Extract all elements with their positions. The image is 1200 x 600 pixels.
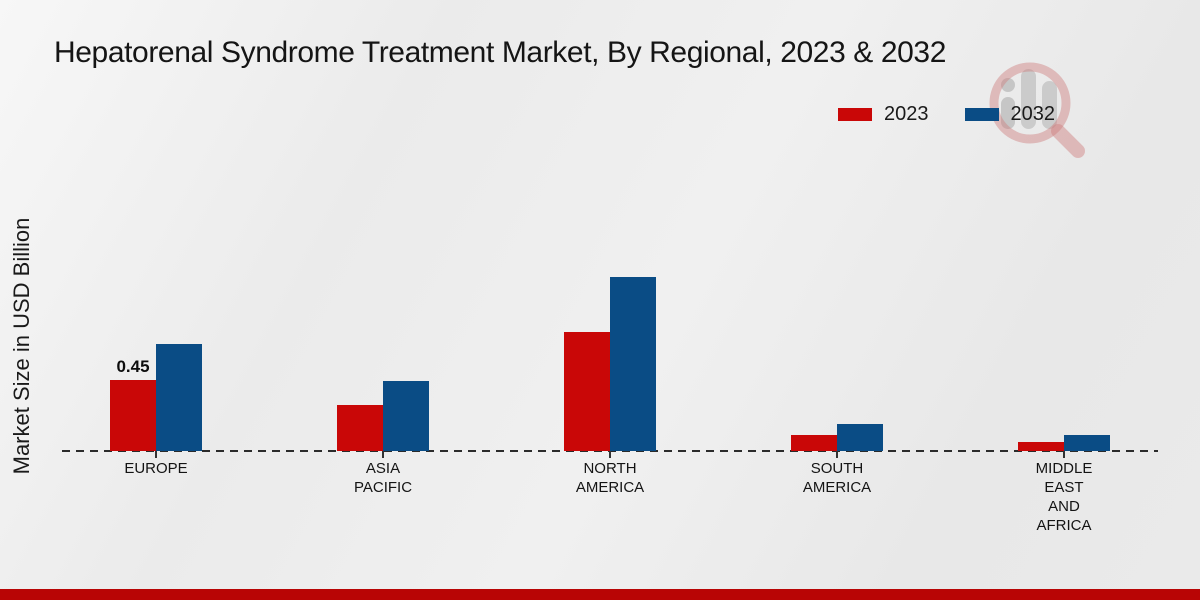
x-axis-label-north-america: NORTH AMERICA xyxy=(575,460,645,496)
bar-2032-asia-pacific xyxy=(383,381,429,451)
bar-2032-north-america xyxy=(610,277,656,451)
x-axis-label-south-america: SOUTH AMERICA xyxy=(802,460,872,496)
footer-accent-bar xyxy=(0,589,1200,600)
bar-2023-middle-east-and-africa xyxy=(1018,442,1064,451)
bar-value-label-2023: 0.45 xyxy=(116,357,150,376)
legend-label-2023: 2023 xyxy=(884,103,929,125)
x-axis-tick-north-america xyxy=(609,451,611,458)
x-axis-tick-middle-east-and-africa xyxy=(1063,451,1065,458)
legend-label-2032: 2032 xyxy=(1010,103,1056,125)
magnifier-chart-logo-icon xyxy=(989,62,1085,158)
x-axis-label-asia-pacific: ASIA PACIFIC xyxy=(353,460,413,496)
legend-item-2023: 2023 xyxy=(838,103,929,126)
bar-2032-europe xyxy=(156,344,202,451)
legend: 2023 2032 xyxy=(838,103,1055,126)
x-axis-label-middle-east-and-africa: MIDDLE EAST AND AFRICA xyxy=(1035,460,1093,534)
x-axis-tick-south-america xyxy=(836,451,838,458)
bar-2032-south-america xyxy=(837,424,883,451)
bar-2023-south-america xyxy=(791,435,837,451)
legend-swatch-2032 xyxy=(964,108,999,121)
bar-2032-middle-east-and-africa xyxy=(1064,435,1110,451)
x-axis-tick-asia-pacific xyxy=(382,451,384,458)
bar-2023-asia-pacific xyxy=(337,405,383,451)
x-axis-label-europe: EUROPE xyxy=(124,460,188,477)
legend-swatch-2023 xyxy=(838,108,872,121)
bar-2023-europe xyxy=(110,380,156,451)
chart-title: Hepatorenal Syndrome Treatment Market, B… xyxy=(54,36,946,69)
x-axis-tick-europe xyxy=(155,451,157,458)
bar-2023-north-america xyxy=(564,332,610,451)
legend-item-2032: 2032 xyxy=(964,103,1056,126)
